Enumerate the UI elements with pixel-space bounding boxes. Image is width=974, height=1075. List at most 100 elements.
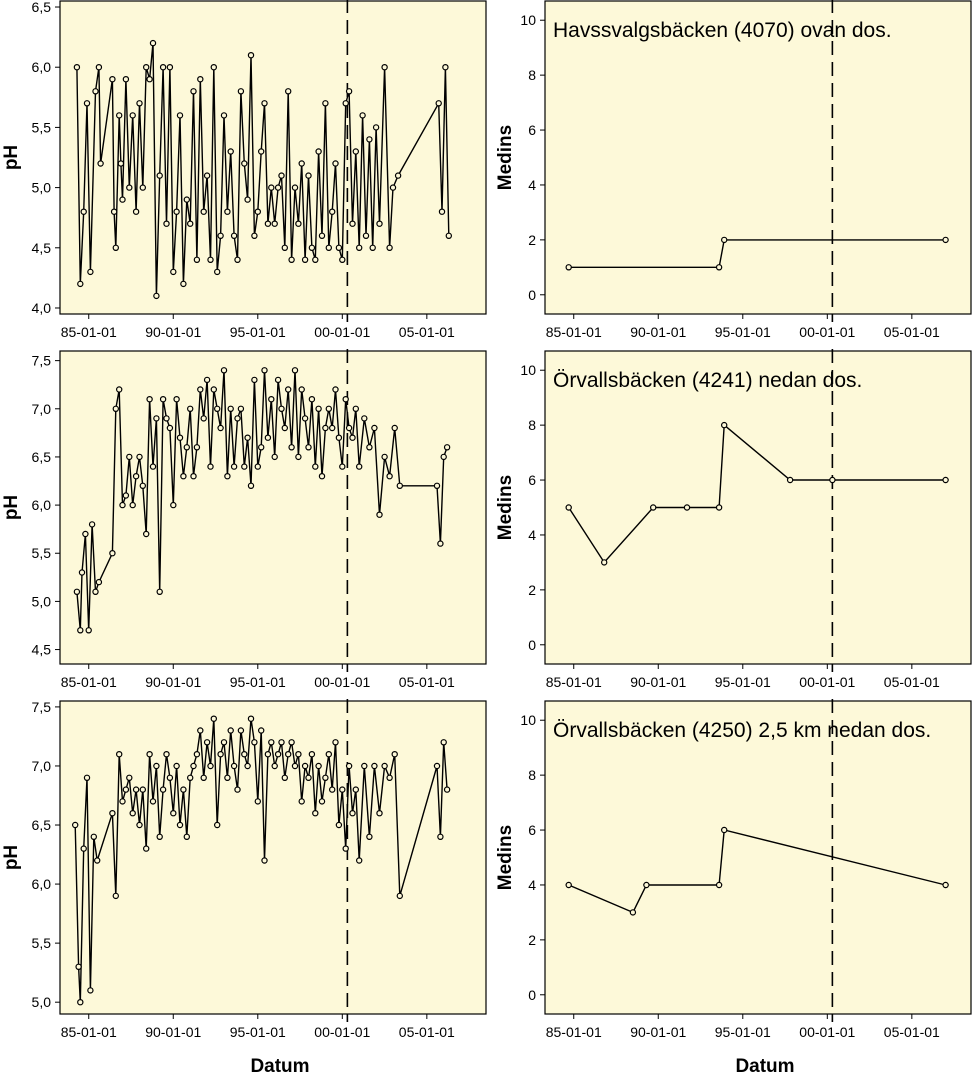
x-tick-label: 85-01-01: [546, 674, 602, 690]
data-point: [146, 751, 153, 758]
data-point: [85, 627, 92, 634]
data-point: [295, 220, 302, 227]
data-point: [139, 184, 146, 191]
y-tick-label: 6,5: [32, 0, 52, 15]
chart-panel-ph-orvallsbacken-4250: 5,0 5,5 6,0 6,5 7,0 7,5 85-01-01 90-01-01 95-01-…: [1, 699, 487, 1075]
data-point: [163, 220, 170, 227]
data-point: [261, 857, 268, 864]
series-line: [76, 370, 448, 631]
data-point: [352, 405, 359, 412]
chart-panel-medins-havssvalgsbacken: 0 2 4 6 8 10 85-01-01 90-01-01 95-01-01 00-01-01 0…: [495, 0, 972, 340]
data-point: [176, 112, 184, 119]
data-point: [366, 444, 373, 451]
data-point: [281, 774, 288, 782]
x-axis-label: Datum: [735, 1056, 794, 1075]
data-point: [200, 415, 207, 422]
data-point: [258, 444, 265, 451]
data-point: [683, 504, 691, 511]
x-tick-label: 95-01-01: [715, 1024, 771, 1040]
data-point: [126, 184, 133, 191]
data-point: [213, 821, 221, 829]
data-point: [90, 833, 98, 841]
data-point: [237, 405, 245, 412]
x-tick-label: 00-01-01: [314, 324, 370, 340]
data-point: [156, 588, 163, 596]
data-point: [342, 100, 349, 107]
data-point: [312, 810, 319, 817]
data-point: [241, 160, 248, 167]
x-tick-label: 90-01-01: [630, 674, 686, 690]
data-point: [318, 798, 326, 805]
data-point: [119, 798, 126, 805]
data-point: [322, 100, 329, 107]
data-point: [126, 453, 133, 461]
y-tick-label: 4,5: [32, 642, 52, 658]
x-tick-label: 00-01-01: [314, 1024, 370, 1040]
y-axis-label: pH: [1, 145, 22, 170]
data-point: [254, 208, 261, 215]
data-point: [129, 501, 136, 509]
data-point: [565, 264, 572, 271]
data-point: [332, 160, 339, 167]
data-point: [349, 434, 356, 441]
data-point: [112, 405, 120, 412]
y-tick-label: 10: [520, 12, 536, 28]
data-point: [312, 463, 319, 470]
y-tick-label: 7,0: [32, 401, 52, 417]
data-point: [369, 244, 376, 251]
x-tick-label: 90-01-01: [630, 1024, 686, 1040]
data-point: [433, 762, 441, 770]
data-point: [237, 727, 245, 734]
x-tick-label: 00-01-01: [799, 674, 855, 690]
y-tick-label: 4: [528, 877, 536, 893]
data-point: [153, 292, 160, 300]
data-point: [440, 453, 447, 461]
data-point: [258, 148, 265, 155]
data-point: [565, 881, 572, 889]
data-point: [132, 208, 140, 215]
y-tick-label: 4: [528, 177, 536, 193]
data-point: [301, 762, 309, 770]
y-tick-label: 4: [528, 527, 536, 543]
data-point: [186, 774, 194, 782]
data-point: [224, 208, 231, 215]
plot-area: [544, 700, 972, 1015]
data-point: [183, 833, 190, 841]
data-point: [942, 236, 949, 244]
data-point: [180, 280, 187, 288]
y-tick-label: 4,0: [32, 300, 52, 316]
y-tick-label: 0: [528, 987, 536, 1003]
data-point: [264, 220, 272, 227]
data-point: [601, 559, 608, 566]
data-point: [244, 762, 251, 770]
data-point: [715, 504, 723, 511]
data-point: [224, 473, 231, 480]
data-point: [190, 88, 197, 95]
data-point: [183, 196, 190, 203]
data-point: [210, 63, 217, 71]
y-tick-label: 8: [528, 767, 536, 783]
data-point: [71, 821, 79, 829]
data-point: [278, 172, 285, 179]
data-point: [251, 232, 258, 239]
y-tick-label: 6: [528, 822, 536, 838]
data-point: [227, 148, 234, 155]
data-point: [142, 530, 150, 538]
data-point: [224, 774, 231, 782]
data-point: [190, 762, 197, 770]
data-point: [715, 264, 723, 271]
data-point: [352, 148, 359, 155]
data-point: [329, 786, 336, 793]
x-tick-label: 90-01-01: [145, 324, 201, 340]
data-point: [315, 148, 322, 155]
data-point: [715, 881, 723, 889]
y-tick-label: 8: [528, 67, 536, 83]
data-point: [203, 739, 211, 746]
data-point: [315, 762, 322, 770]
data-point: [332, 386, 339, 393]
y-tick-label: 6,5: [32, 817, 52, 833]
plot-area: [544, 350, 972, 665]
data-point: [109, 810, 116, 817]
y-axis-label: Medins: [495, 475, 516, 540]
